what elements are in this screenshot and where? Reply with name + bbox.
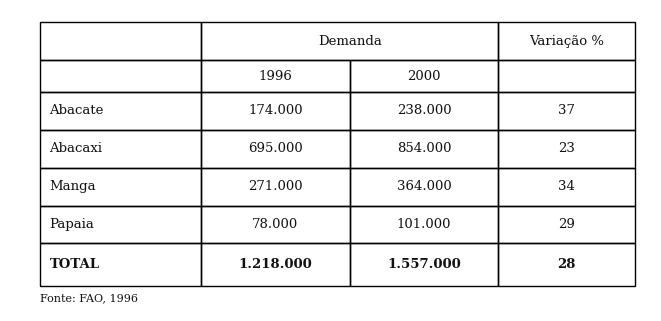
Bar <box>350 60 498 92</box>
Bar <box>350 243 498 286</box>
Text: 28: 28 <box>557 258 576 271</box>
Bar <box>201 60 350 92</box>
Bar <box>201 168 350 205</box>
Text: 34: 34 <box>558 180 575 193</box>
Bar <box>40 243 201 286</box>
Text: TOTAL: TOTAL <box>50 258 100 271</box>
Bar <box>498 130 635 168</box>
Bar <box>498 130 635 168</box>
Bar <box>40 205 201 243</box>
Bar <box>498 92 635 130</box>
Bar <box>498 168 635 205</box>
Bar <box>40 22 201 60</box>
Bar <box>40 60 201 92</box>
Bar <box>350 92 498 130</box>
Text: Fonte: FAO, 1996: Fonte: FAO, 1996 <box>40 294 137 304</box>
Bar <box>40 60 201 92</box>
Text: 37: 37 <box>558 104 575 117</box>
Text: Abacate: Abacate <box>50 104 104 117</box>
Bar <box>350 60 498 92</box>
Text: 29: 29 <box>558 218 575 231</box>
Text: 2000: 2000 <box>407 70 441 83</box>
Bar <box>201 60 350 92</box>
Text: 854.000: 854.000 <box>397 142 451 155</box>
Bar <box>40 92 201 130</box>
Bar <box>201 168 350 205</box>
Bar <box>498 168 635 205</box>
Bar <box>40 243 201 286</box>
Text: 23: 23 <box>558 142 575 155</box>
Bar <box>350 168 498 205</box>
Bar <box>350 130 498 168</box>
Bar <box>40 22 201 60</box>
Bar <box>201 22 498 60</box>
Bar <box>498 92 635 130</box>
Bar <box>201 130 350 168</box>
Text: Papaia: Papaia <box>50 218 95 231</box>
Bar <box>350 92 498 130</box>
Text: Variação %: Variação % <box>529 35 604 48</box>
Bar <box>201 130 350 168</box>
Bar <box>350 205 498 243</box>
Bar <box>201 243 350 286</box>
Bar <box>350 243 498 286</box>
Bar <box>40 205 201 243</box>
Text: 101.000: 101.000 <box>397 218 451 231</box>
Bar <box>201 22 498 60</box>
Text: 1.218.000: 1.218.000 <box>239 258 312 271</box>
Bar <box>498 243 635 286</box>
Text: 174.000: 174.000 <box>248 104 303 117</box>
Bar <box>498 22 635 60</box>
Text: Abacaxi: Abacaxi <box>50 142 102 155</box>
Text: 1996: 1996 <box>258 70 292 83</box>
Bar <box>498 60 635 92</box>
Bar <box>498 60 635 92</box>
Bar <box>350 168 498 205</box>
Bar <box>40 168 201 205</box>
Text: Demanda: Demanda <box>318 35 381 48</box>
Bar <box>498 243 635 286</box>
Bar <box>40 168 201 205</box>
Bar <box>40 92 201 130</box>
Bar <box>40 130 201 168</box>
Text: Manga: Manga <box>50 180 97 193</box>
Bar <box>201 205 350 243</box>
Bar <box>498 205 635 243</box>
Bar <box>498 205 635 243</box>
Bar <box>498 22 635 60</box>
Bar <box>201 92 350 130</box>
Bar <box>201 243 350 286</box>
Bar <box>350 205 498 243</box>
Bar <box>201 92 350 130</box>
Text: 238.000: 238.000 <box>397 104 451 117</box>
Bar <box>40 130 201 168</box>
Text: 1.557.000: 1.557.000 <box>387 258 461 271</box>
Text: 364.000: 364.000 <box>397 180 451 193</box>
Text: 695.000: 695.000 <box>248 142 303 155</box>
Bar <box>201 205 350 243</box>
Text: 78.000: 78.000 <box>253 218 299 231</box>
Bar <box>350 130 498 168</box>
Text: 271.000: 271.000 <box>248 180 303 193</box>
